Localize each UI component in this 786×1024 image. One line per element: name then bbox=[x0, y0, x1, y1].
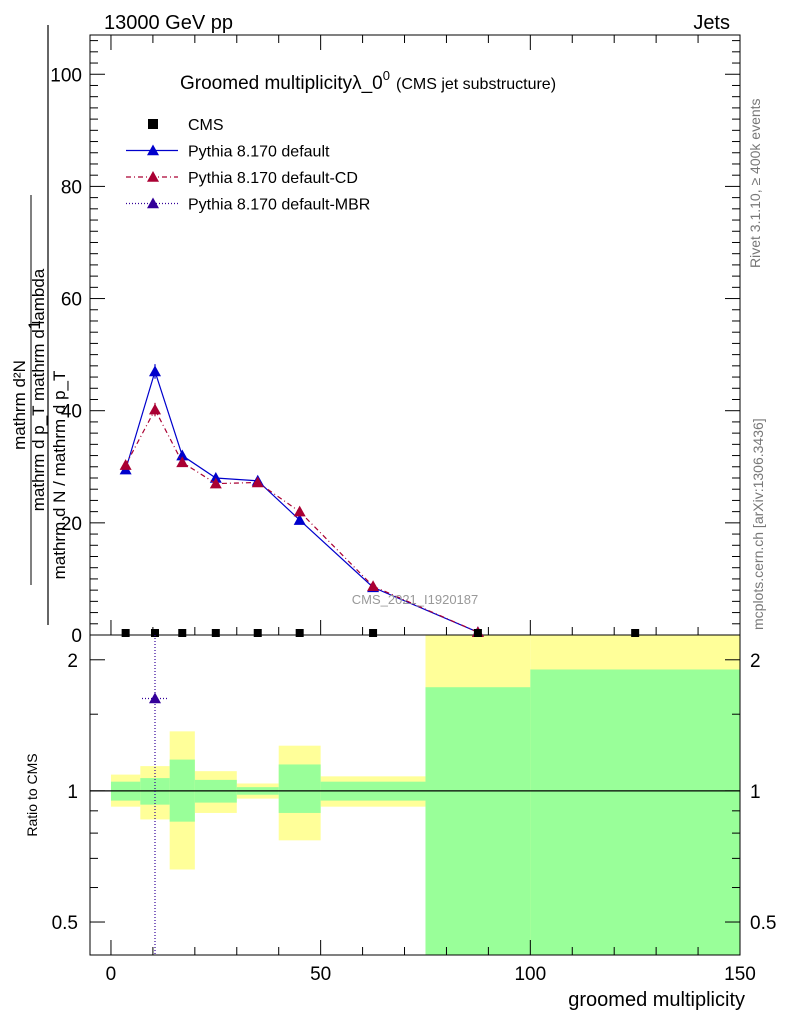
legend-marker-triangle bbox=[147, 144, 159, 156]
x-axis-title: groomed multiplicity bbox=[568, 989, 745, 1011]
y-axis-title-derivative-den-text: mathrm d p_T mathrm d lambda bbox=[29, 268, 48, 511]
y-tick-label: 100 bbox=[50, 65, 82, 86]
plot-title-subtitle: (CMS jet substructure) bbox=[396, 76, 556, 93]
series-point bbox=[293, 514, 306, 525]
analysis-watermark: CMS_2021_I1920187 bbox=[352, 592, 479, 607]
cms-data-point bbox=[295, 629, 304, 637]
cms-data-point bbox=[178, 629, 187, 637]
ratio-tick-label: 1 bbox=[67, 782, 78, 803]
cms-data-point bbox=[631, 629, 640, 637]
cms-data-point bbox=[121, 629, 130, 637]
ratio-tick-label-right: 0.5 bbox=[750, 913, 776, 934]
series-point bbox=[293, 505, 306, 517]
series-point bbox=[149, 365, 161, 377]
cms-data-point bbox=[211, 629, 220, 637]
legend-label: Pythia 8.170 default-CD bbox=[188, 170, 358, 187]
y-axis-title-frac-denominator: mathrm d N / mathrm d p_T bbox=[50, 371, 69, 580]
y-axis-title-derivative: mathrm d²N bbox=[10, 360, 29, 450]
y-axis-title-derivative-den: mathrm d p_T mathrm d lambda bbox=[29, 268, 48, 511]
band-green-bin bbox=[530, 669, 740, 955]
ratio-tick-label: 0.5 bbox=[52, 913, 78, 934]
main-series-layer bbox=[119, 364, 640, 637]
plot-title-main: Groomed multiplicityλ_0 bbox=[180, 73, 383, 94]
band-green-bin bbox=[278, 764, 321, 813]
ratio-axis-ticks: 0.5 0.5 1 1 2 2 bbox=[52, 651, 777, 934]
series-point bbox=[251, 476, 264, 488]
x-axis-ticks: 0 50 100 150 bbox=[106, 35, 756, 985]
header-left: 13000 GeV pp bbox=[104, 12, 233, 34]
mcplots-source-label: mcplots.cern.ch [arXiv:1306.3436] bbox=[750, 418, 766, 630]
legend-marker-triangle bbox=[147, 171, 159, 182]
series-line-1 bbox=[125, 408, 479, 633]
series-point bbox=[119, 459, 132, 470]
series-point bbox=[149, 403, 161, 415]
series-point bbox=[367, 580, 380, 592]
series-point bbox=[176, 456, 189, 468]
cms-data-point bbox=[151, 629, 159, 637]
ratio-axis-title: Ratio to CMS bbox=[24, 753, 40, 836]
ratio-tick-label-right: 2 bbox=[750, 651, 761, 672]
y-axis-title-frac-den-text: mathrm d N / mathrm d p_T bbox=[50, 371, 69, 580]
y-axis-title-derivative-num: mathrm d²N bbox=[10, 360, 29, 450]
main-axis-ticks: 0 20 40 60 80 100 bbox=[50, 40, 740, 647]
plot-title-superscript: 0 bbox=[383, 68, 390, 83]
ratio-series-layer bbox=[142, 635, 168, 955]
series-line-0 bbox=[125, 369, 479, 633]
x-tick-label: 50 bbox=[310, 964, 331, 985]
plot-title: Groomed multiplicityλ_00 (CMS jet substru… bbox=[180, 68, 556, 94]
y-axis-title-frac-numerator: 1 bbox=[25, 320, 44, 329]
series-point bbox=[209, 477, 222, 489]
legend-marker-cms bbox=[148, 119, 158, 129]
x-tick-label: 150 bbox=[724, 964, 756, 985]
mbr-ratio-point bbox=[149, 692, 161, 704]
legend: CMS Pythia 8.170 default Pythia 8.170 defa… bbox=[126, 117, 370, 214]
y-tick-label: 80 bbox=[61, 177, 82, 198]
x-tick-label: 100 bbox=[514, 964, 546, 985]
cms-data-point bbox=[369, 629, 378, 637]
legend-label: Pythia 8.170 default bbox=[188, 144, 330, 161]
legend-label: Pythia 8.170 default-MBR bbox=[188, 197, 370, 214]
y-tick-label: 40 bbox=[61, 402, 82, 423]
ratio-uncertainty-bands bbox=[90, 635, 740, 955]
series-point bbox=[209, 471, 222, 483]
band-green-bin bbox=[425, 687, 531, 955]
y-axis-title: 1 mathrm d²N mathrm d p_T mathrm d lambd… bbox=[10, 25, 69, 625]
cms-data-point bbox=[253, 629, 262, 637]
cms-data-point bbox=[473, 629, 482, 637]
legend-marker-triangle bbox=[147, 197, 159, 209]
header-right: Jets bbox=[693, 12, 730, 34]
legend-label: CMS bbox=[188, 117, 224, 134]
ratio-tick-label: 2 bbox=[67, 651, 78, 672]
x-tick-label: 0 bbox=[106, 964, 117, 985]
y-tick-label: 20 bbox=[61, 514, 82, 535]
ratio-plot-frame bbox=[89, 634, 741, 956]
y-tick-label: 0 bbox=[71, 626, 82, 647]
rivet-version-label: Rivet 3.1.10, ≥ 400k events bbox=[747, 98, 763, 268]
ratio-tick-label-right: 1 bbox=[750, 782, 761, 803]
y-tick-label: 60 bbox=[61, 290, 82, 311]
